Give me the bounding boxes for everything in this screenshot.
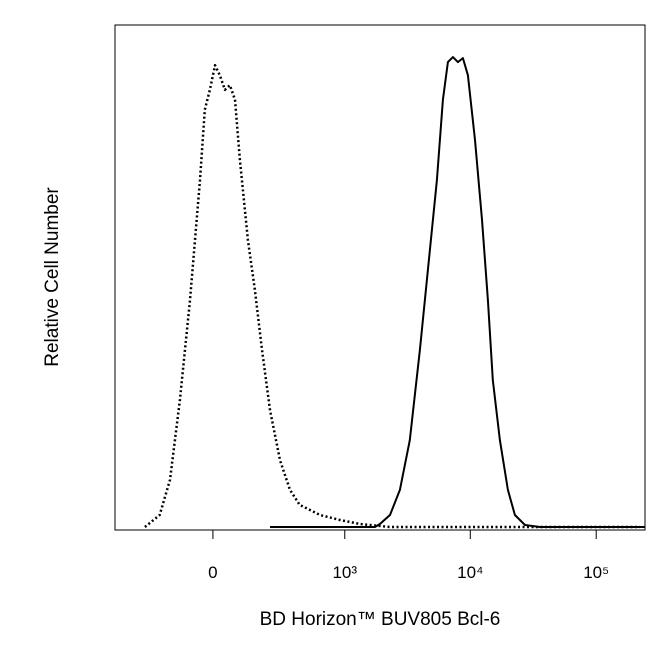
x-tick-label: 10⁴ <box>457 563 483 582</box>
x-tick-label: 10³ <box>332 563 357 582</box>
plot-frame <box>114 24 646 531</box>
x-tick-label: 0 <box>208 563 217 582</box>
histogram-curve <box>144 63 640 529</box>
y-axis-label: Relative Cell Number <box>42 187 63 367</box>
x-tick-label: 10⁵ <box>583 563 609 582</box>
histogram-curve <box>270 56 645 528</box>
x-axis-label: BD Horizon™ BUV805 Bcl-6 <box>260 609 501 630</box>
